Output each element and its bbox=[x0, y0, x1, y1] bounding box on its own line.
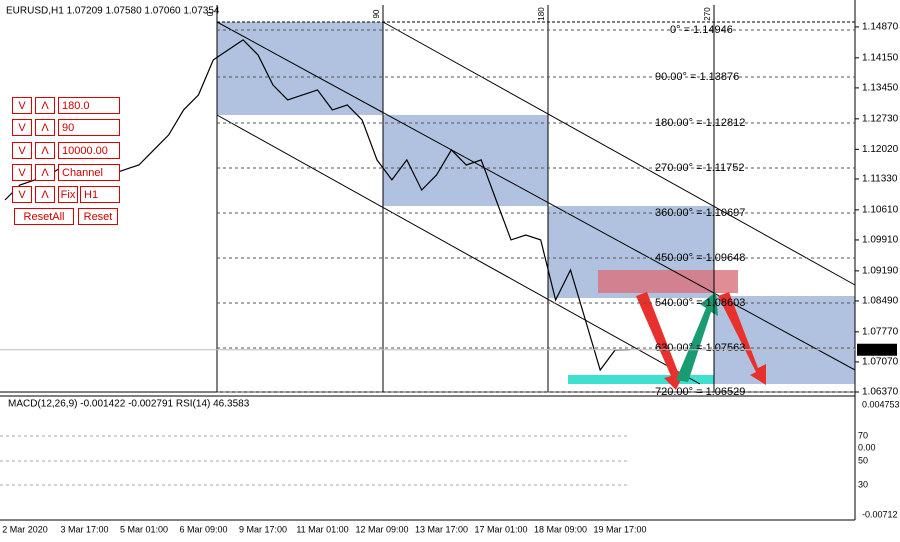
indicator-axis-label: 30 bbox=[858, 479, 868, 489]
field[interactable]: Channel bbox=[58, 163, 120, 181]
field[interactable]: 10000.00 bbox=[58, 141, 120, 159]
arrow-down bbox=[636, 292, 686, 390]
y-tick-label: 1.14870 bbox=[862, 22, 899, 33]
x-tick-label: 19 Mar 17:00 bbox=[593, 524, 646, 534]
y-tick-label: 1.09190 bbox=[862, 266, 899, 277]
gann-box bbox=[714, 296, 855, 384]
x-tick-label: 6 Mar 09:00 bbox=[179, 524, 227, 534]
y-tick-label: 1.14150 bbox=[862, 52, 899, 63]
symbol-header: EURUSD,H1 1.07209 1.07580 1.07060 1.0735… bbox=[6, 6, 220, 17]
gann-level: 720.00° = 1.06529 bbox=[655, 386, 745, 398]
indicator-axis-label: 0.00 bbox=[858, 442, 876, 452]
gann-level: 180.00° = 1.12812 bbox=[655, 117, 745, 129]
up-button[interactable]: Λ bbox=[35, 141, 55, 159]
fan-mark: 270 bbox=[703, 7, 712, 21]
y-tick-label: 1.07070 bbox=[862, 357, 899, 368]
y-tick-label: 1.06370 bbox=[862, 387, 899, 398]
x-tick-label: 9 Mar 17:00 bbox=[239, 524, 287, 534]
indicator-label: MACD(12,26,9) -0.001422 -0.002791 RSI(14… bbox=[8, 399, 250, 410]
channel-line bbox=[216, 114, 701, 385]
x-tick-label: 3 Mar 17:00 bbox=[60, 524, 108, 534]
gann-box bbox=[383, 115, 548, 206]
gann-level: 540.00° = 1.08603 bbox=[655, 297, 745, 309]
indicator-axis-label: -0.00712 bbox=[862, 509, 898, 519]
gann-level: 360.00° = 1.10697 bbox=[655, 207, 745, 219]
down-button[interactable]: V bbox=[12, 141, 32, 159]
down-button[interactable]: V bbox=[12, 186, 32, 204]
x-tick-label: 2 Mar 2020 bbox=[2, 524, 48, 534]
arrow-up bbox=[676, 292, 718, 382]
gann-level: 270.00° = 1.11752 bbox=[655, 162, 745, 174]
y-tick-label: 1.09910 bbox=[862, 235, 899, 246]
up-button[interactable]: Λ bbox=[35, 119, 55, 137]
x-tick-label: 11 Mar 01:00 bbox=[296, 524, 348, 534]
channel-line bbox=[216, 21, 856, 371]
down-button[interactable]: V bbox=[12, 163, 32, 181]
y-tick-label: 1.12730 bbox=[862, 113, 899, 124]
gann-level: 450.00° = 1.09648 bbox=[655, 252, 745, 264]
up-button[interactable]: Λ bbox=[35, 186, 55, 204]
y-tick-label: 1.08490 bbox=[862, 296, 899, 307]
x-tick-label: 17 Mar 01:00 bbox=[474, 524, 527, 534]
field[interactable]: 180.0 bbox=[58, 97, 120, 114]
x-tick-label: 13 Mar 17:00 bbox=[415, 524, 468, 534]
y-tick-label: 1.12020 bbox=[862, 144, 899, 155]
reset-button[interactable]: Reset bbox=[78, 208, 118, 225]
gann-level: 630.00° = 1.07563 bbox=[655, 342, 745, 354]
y-tick-label: 1.10610 bbox=[862, 205, 899, 216]
price-tag bbox=[857, 343, 897, 356]
x-tick-label: 5 Mar 01:00 bbox=[120, 524, 168, 534]
x-tick-label: 12 Mar 09:00 bbox=[355, 524, 408, 534]
resistance-zone bbox=[598, 270, 738, 293]
reset-all-button[interactable]: ResetAll bbox=[14, 208, 74, 225]
channel-line bbox=[382, 21, 856, 286]
indicator-axis-label: 0.004753 bbox=[862, 399, 900, 409]
y-tick-label: 1.13450 bbox=[862, 83, 899, 94]
down-button[interactable]: V bbox=[12, 119, 32, 137]
gann-level: 0° = 1.14946 bbox=[670, 24, 733, 36]
down-button[interactable]: V bbox=[12, 97, 32, 114]
up-button[interactable]: Λ bbox=[35, 163, 55, 181]
x-tick-label: 18 Mar 09:00 bbox=[534, 524, 587, 534]
up-button[interactable]: Λ bbox=[35, 97, 55, 114]
fan-mark: 90 bbox=[372, 9, 381, 18]
fan-mark: 180 bbox=[537, 7, 546, 21]
fan-mark: 0 bbox=[206, 11, 215, 16]
y-tick-label: 1.07770 bbox=[862, 327, 899, 338]
arrow-down bbox=[718, 292, 766, 385]
indicator-axis-label: 70 bbox=[858, 430, 868, 440]
fix-button[interactable]: Fix bbox=[58, 186, 78, 204]
current-price: 1.07354 bbox=[860, 344, 897, 355]
field[interactable]: H1 bbox=[80, 186, 120, 204]
y-tick-label: 1.11330 bbox=[862, 174, 898, 185]
field[interactable]: 90 bbox=[58, 119, 120, 137]
gann-level: 90.00° = 1.13876 bbox=[655, 71, 739, 83]
support-zone bbox=[568, 375, 714, 384]
indicator-axis-label: 50 bbox=[858, 455, 868, 465]
